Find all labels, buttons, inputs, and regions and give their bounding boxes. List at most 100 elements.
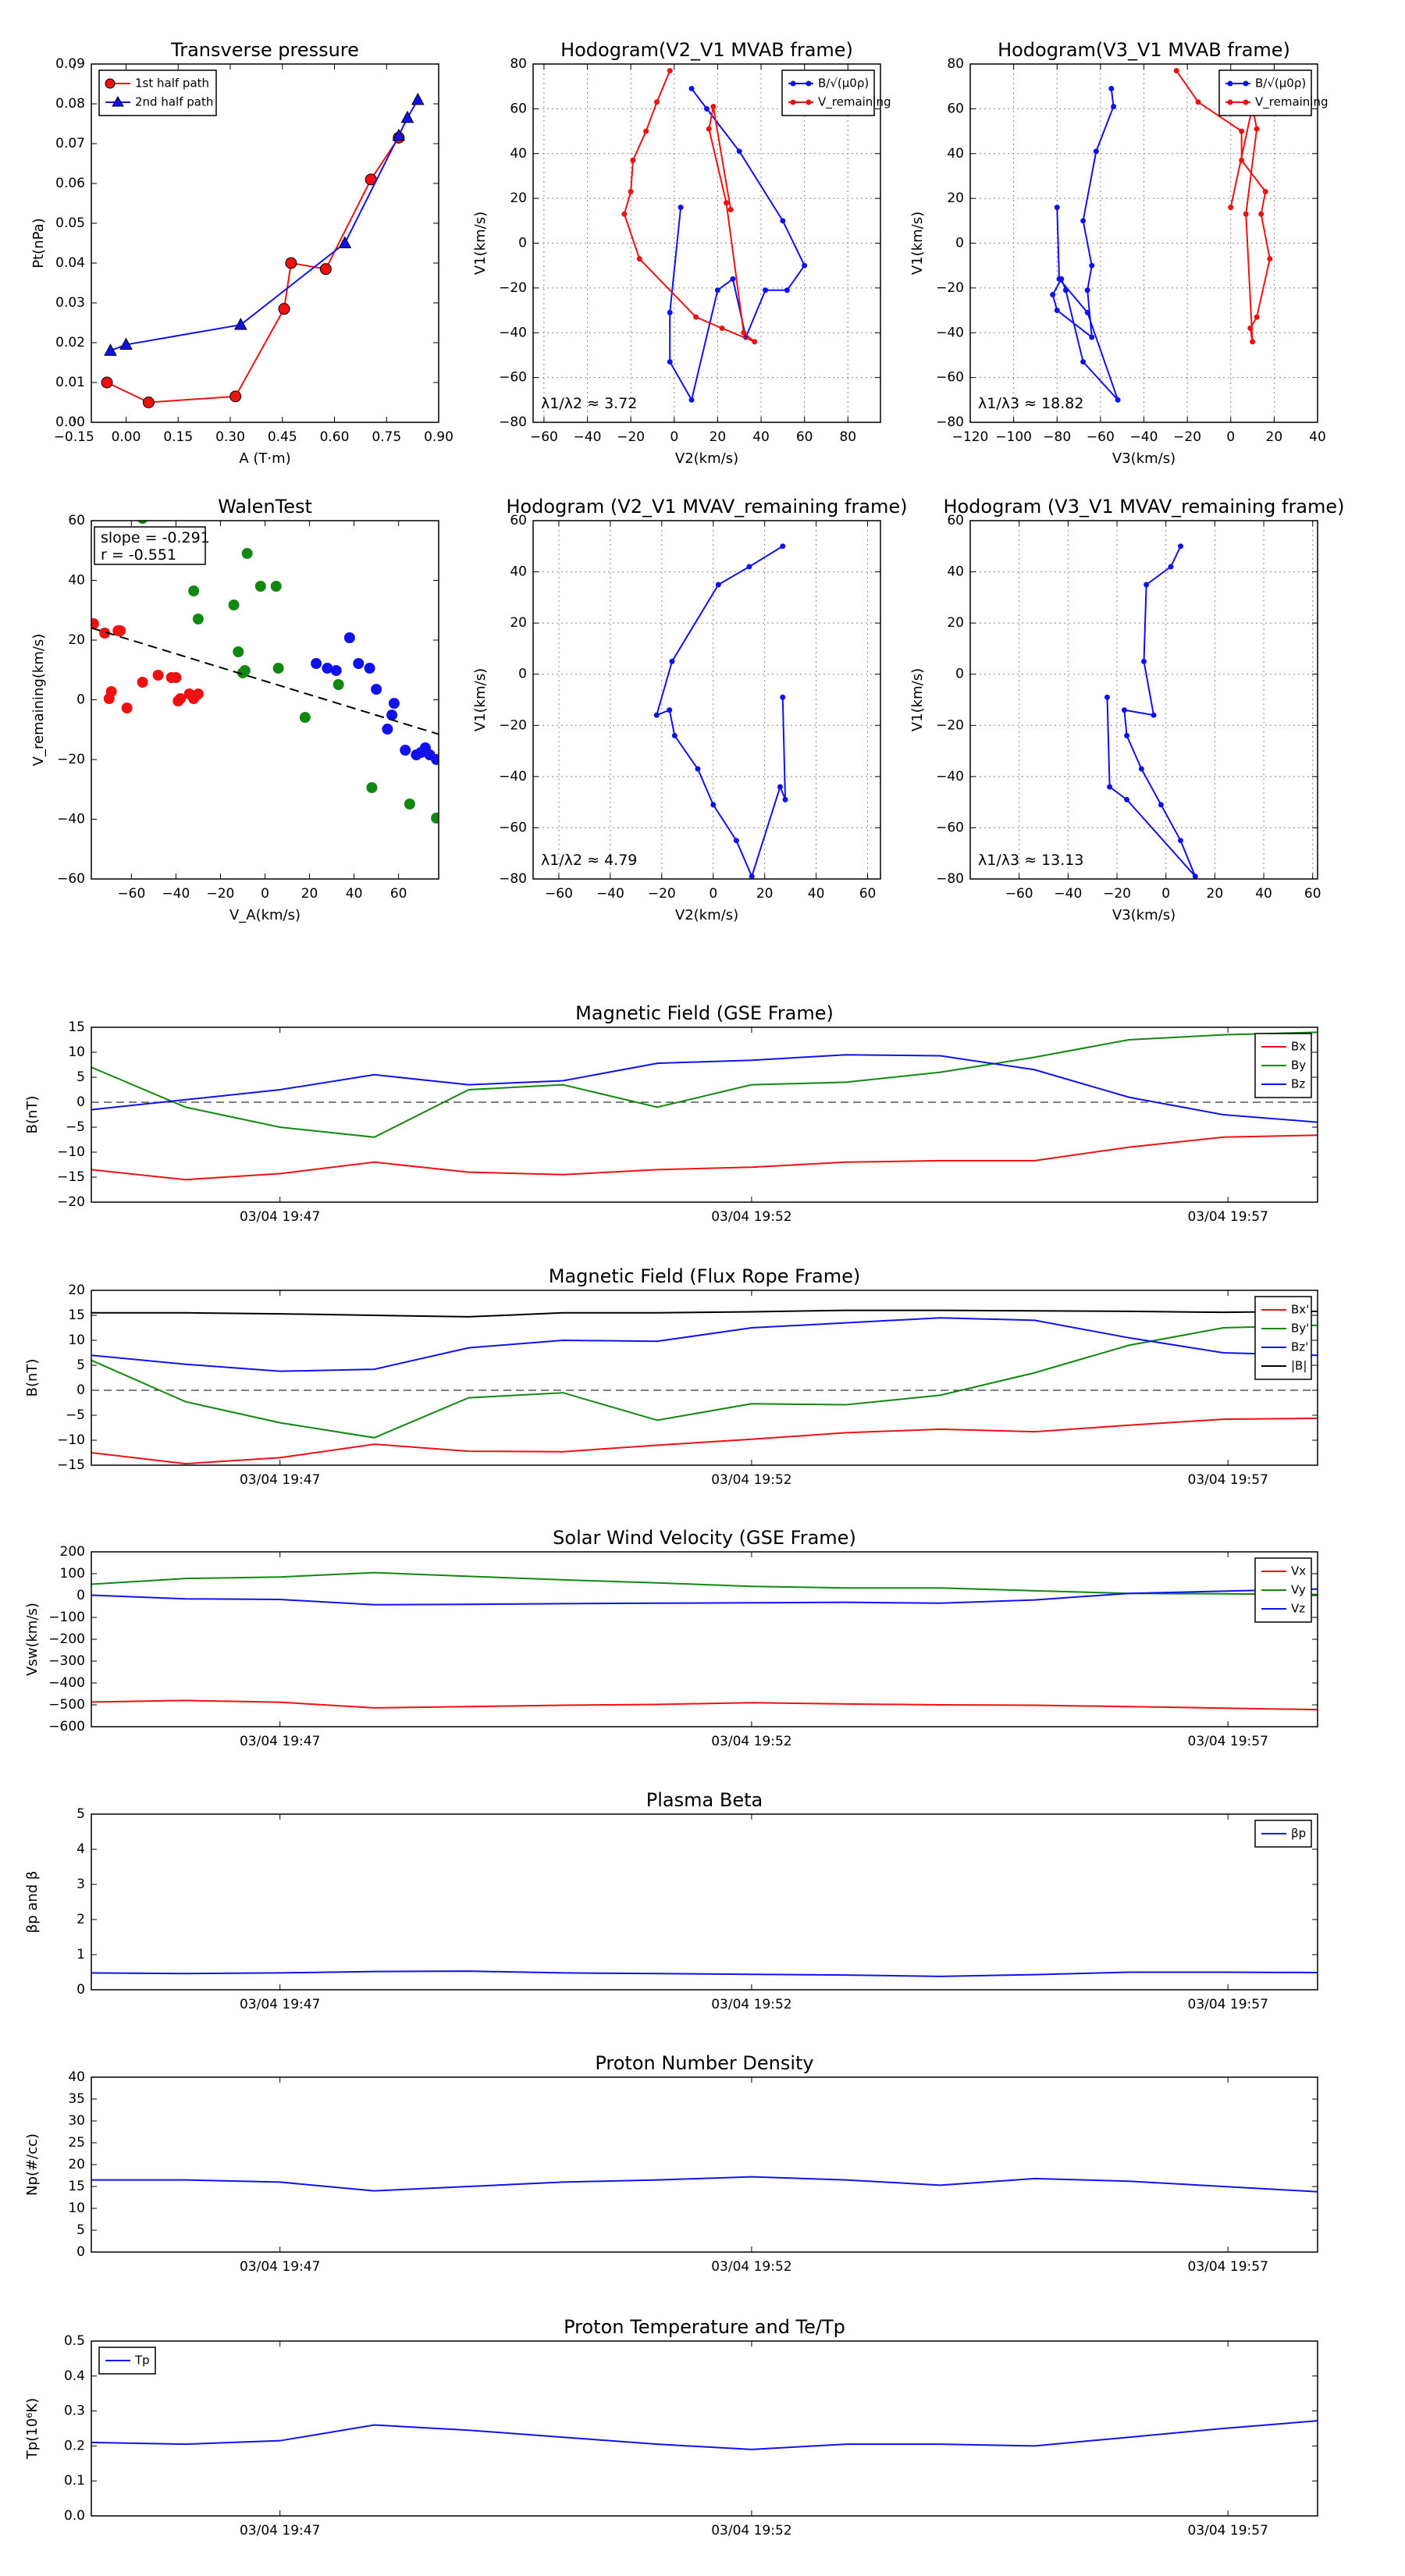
series-line — [106, 137, 400, 404]
data-point — [1151, 712, 1157, 718]
y-tick-label: 200 — [60, 1544, 85, 1560]
ratio-annotation: λ1/λ2 ≈ 3.72 — [541, 395, 637, 412]
legend-marker — [105, 78, 116, 89]
axes-frame — [969, 520, 1318, 880]
y-tick-label: 0 — [76, 1588, 85, 1603]
x-tick-label: 0.00 — [112, 429, 141, 445]
data-point — [727, 206, 734, 212]
x-tick-label: 20 — [301, 886, 318, 902]
y-tick-label: 0.0 — [64, 2508, 85, 2524]
data-point — [1247, 326, 1254, 332]
x-tick-label: 03/04 19:52 — [711, 2523, 791, 2539]
legend-frame — [1218, 69, 1312, 116]
data-point — [630, 157, 636, 163]
y-tick-label: −60 — [499, 820, 527, 835]
y-tick-label: 1 — [76, 1947, 85, 1962]
data-point — [121, 703, 133, 713]
data-point — [101, 376, 113, 389]
chart-title: Magnetic Field (GSE Frame) — [575, 1002, 834, 1024]
x-tick-label: 0.15 — [163, 429, 193, 445]
data-point — [333, 679, 344, 690]
data-point — [1195, 99, 1201, 105]
y-tick-label: −20 — [936, 717, 964, 733]
y-tick-label: 20 — [68, 2157, 85, 2172]
x-tick-label: 0 — [261, 886, 269, 902]
x-tick-label: 0 — [1226, 429, 1235, 445]
y-tick-label: −600 — [48, 1719, 85, 1735]
legend-label: Tp — [134, 2354, 150, 2368]
x-tick-label: −40 — [162, 886, 190, 902]
data-point — [1254, 126, 1260, 132]
x-tick-label: 03/04 19:52 — [711, 1472, 791, 1488]
data-point — [752, 339, 758, 345]
y-axis-label: Tp(10⁶K) — [24, 2398, 41, 2460]
fit-line — [91, 627, 439, 735]
y-tick-label: −15 — [57, 1169, 85, 1185]
y-axis-label: V1(km/s) — [472, 212, 489, 275]
panel-6: −20 −15 −10 −5 0 5 10 15 03/04 19:47 03/04 19:52 0… — [24, 1002, 1318, 1225]
y-tick-label: −200 — [48, 1631, 85, 1647]
panel-9: 0 1 2 3 4 5 03/04 19:47 03/04 19:52 03/04 19:57 P… — [24, 1789, 1318, 2012]
x-tick-label: 03/04 19:47 — [240, 2259, 320, 2275]
x-tick-label: 03/04 19:57 — [1188, 2259, 1268, 2275]
data-point — [678, 205, 684, 211]
x-tick-label: 03/04 19:57 — [1188, 1209, 1268, 1225]
data-point — [142, 397, 155, 408]
data-point — [152, 670, 164, 681]
y-axis-label: V_remaining(km/s) — [30, 634, 47, 767]
y-tick-label: 15 — [68, 1308, 85, 1323]
chart-title: Proton Number Density — [595, 2052, 813, 2074]
y-tick-label: 40 — [68, 573, 85, 589]
chart-title: Hodogram (V2_V1 MVAV_remaining frame) — [506, 496, 907, 518]
data-point — [688, 86, 695, 92]
series-line — [91, 1588, 1318, 1606]
series-line — [91, 2420, 1318, 2450]
y-tick-label: 80 — [947, 56, 964, 72]
data-point — [1239, 157, 1245, 163]
x-tick-label: 60 — [1304, 886, 1321, 902]
data-point — [330, 665, 342, 676]
legend-label: V_remaining — [818, 95, 891, 110]
x-tick-label: −80 — [1043, 429, 1071, 445]
data-point — [1084, 309, 1090, 315]
data-point — [188, 693, 200, 704]
legend-marker — [1243, 99, 1249, 105]
legend-label: Vy — [1291, 1583, 1306, 1597]
data-point — [371, 684, 382, 695]
y-tick-label: 20 — [510, 615, 527, 631]
series-line — [91, 2176, 1318, 2193]
y-axis-label: V1(km/s) — [472, 668, 489, 731]
panel-8: −600 −500 −400 −300 −200 −100 0 100 200 03/04 19:… — [24, 1527, 1318, 1749]
y-tick-label: −20 — [499, 717, 527, 733]
data-point — [730, 276, 736, 282]
data-point — [228, 600, 240, 610]
ratio-annotation: λ1/λ3 ≈ 18.82 — [978, 395, 1083, 412]
y-tick-label: 0 — [518, 236, 527, 251]
series-line — [91, 1324, 1318, 1439]
x-tick-label: 03/04 19:52 — [711, 1734, 791, 1749]
y-tick-label: 60 — [510, 513, 527, 528]
data-point — [1108, 86, 1115, 92]
data-point — [364, 663, 375, 674]
data-point — [1178, 543, 1184, 550]
annotation-frame — [94, 526, 206, 565]
data-point — [1089, 262, 1095, 269]
panel-2: −80 −60 −40 −20 0 20 40 60 80 −120 −100 −80 −60 −40 −2… — [909, 39, 1329, 467]
legend-label: Bx' — [1291, 1303, 1309, 1317]
data-point — [710, 104, 717, 110]
panel-11: 0.0 0.1 0.2 0.3 0.4 0.5 03/04 19:47 03/04 19:52… — [24, 2316, 1318, 2539]
data-point — [1250, 339, 1256, 345]
x-tick-label: −20 — [617, 429, 645, 445]
series-line — [1051, 88, 1119, 400]
legend-marker — [1227, 80, 1233, 87]
data-point — [667, 68, 673, 74]
series-line — [91, 1699, 1318, 1711]
y-axis-label: βp and β — [24, 1871, 41, 1934]
x-tick-label: −60 — [530, 429, 558, 445]
x-tick-label: −20 — [207, 886, 235, 902]
chart-title: Magnetic Field (Flux Rope Frame) — [549, 1265, 860, 1287]
series-line — [91, 1054, 1318, 1123]
y-tick-label: 0 — [76, 1382, 85, 1398]
y-tick-label: 0.03 — [55, 295, 85, 311]
x-tick-label: 0.60 — [320, 429, 350, 445]
